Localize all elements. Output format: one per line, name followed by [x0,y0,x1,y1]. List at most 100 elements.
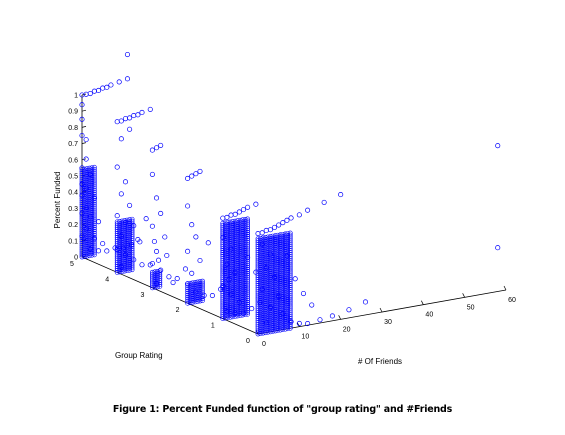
column-point [124,264,130,270]
column-point [79,235,85,240]
column-point [127,232,133,238]
column-point [230,232,236,238]
column-point [119,267,125,272]
column-point [282,237,288,243]
column-point [222,272,228,278]
data-point [288,319,294,325]
column-point [79,217,85,223]
column-point [270,299,276,305]
column-point [220,252,226,257]
column-point [225,239,231,245]
column-point [285,326,291,332]
column-point [117,240,123,246]
column-point [89,190,95,196]
column-point [119,255,125,261]
column-point [245,235,250,241]
column-point [280,319,286,325]
y-tick-label: 2 [176,307,180,314]
column-point [92,197,97,203]
column-point [242,304,248,310]
column-point [230,225,236,230]
column-point [255,263,261,269]
column-point [280,243,286,249]
column-point [280,305,286,311]
column-point [89,188,95,194]
column-point [119,234,125,239]
data-point [197,168,203,174]
column-point [225,282,231,288]
column-point [237,307,243,313]
column-point [267,286,273,292]
data-point [131,113,137,119]
column-point [240,238,246,244]
column-point [275,242,281,248]
column-point [282,272,288,278]
column-point [89,194,95,200]
column-point [265,310,271,316]
column-point [84,212,90,218]
column-point [280,298,286,303]
column-point [92,229,97,234]
column-point [124,239,130,244]
column-point [152,269,158,275]
column-point [225,264,231,270]
column-point [222,315,228,321]
column-point [245,218,250,224]
column-point [84,210,90,216]
column-point [242,279,248,284]
column-point [79,178,85,184]
column-point [277,298,283,304]
column-point [117,228,123,234]
column-point [200,298,205,303]
column-point [270,311,276,317]
column-point [190,290,195,295]
column-point [260,315,266,320]
column-point [192,299,198,305]
column-point [270,245,276,251]
column-point [260,270,266,276]
column-point [282,233,288,239]
column-point [285,295,291,301]
column-point [275,232,281,238]
column-point [287,259,293,265]
column-point [272,264,278,270]
column-point [89,233,95,239]
column-point [285,248,291,254]
column-point [260,276,266,282]
data-point [114,119,120,125]
column-point [245,230,250,235]
column-point [245,261,250,267]
column-point [263,289,268,295]
data-point [263,265,269,271]
column-point [122,233,128,239]
column-point [260,286,266,291]
column-point [282,262,288,268]
column-point [272,324,278,330]
column-point [152,271,158,277]
column-point [258,253,263,259]
column-point [263,281,268,287]
z-tick-label: 0.4 [68,190,78,197]
column-point [119,218,125,224]
column-point [245,234,250,239]
column-point [280,257,286,263]
column-point [267,325,273,331]
column-point [267,327,273,333]
column-point [272,276,278,281]
column-point [89,192,95,198]
column-point [280,296,286,301]
column-point [242,306,248,312]
column-point [79,219,85,225]
column-point [282,320,288,326]
column-point [89,241,95,246]
column-point [127,250,133,256]
column-point [270,301,276,307]
column-point [220,302,226,308]
data-point [100,85,106,91]
column-point [185,283,190,289]
column-point [272,320,278,326]
column-point [222,269,228,274]
x-tick-mark [338,315,341,320]
column-point [89,215,95,221]
column-point [230,228,236,234]
